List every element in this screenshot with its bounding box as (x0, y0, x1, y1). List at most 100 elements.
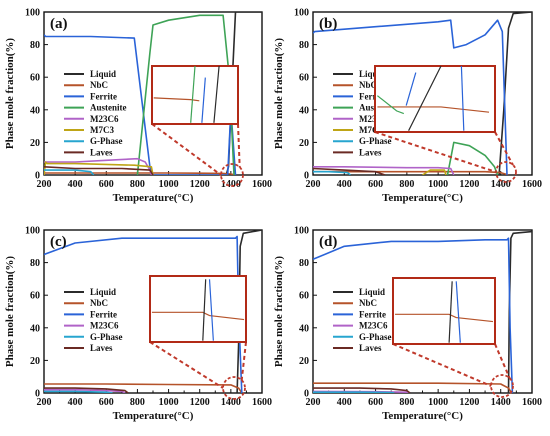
y-tick-label: 100 (25, 226, 40, 237)
legend-label: NbC (359, 298, 377, 308)
zoom-line-liquid (448, 281, 453, 343)
series-group (313, 230, 532, 393)
x-tick-label: 1600 (522, 179, 542, 190)
y-axis-title: Phase mole fraction(%) (4, 256, 16, 368)
x-tick-label: 1000 (428, 397, 448, 408)
legend-label: Liquid (359, 69, 385, 79)
x-tick-label: 800 (399, 179, 414, 190)
x-tick-label: 1400 (221, 179, 241, 190)
x-tick-label: 1000 (428, 179, 448, 190)
series-line-liquid (498, 12, 532, 175)
y-tick-label: 0 (35, 389, 40, 400)
y-tick-label: 40 (299, 105, 309, 116)
panel-label: (b) (319, 16, 337, 32)
legend-label: Liquid (90, 69, 116, 79)
zoom-connector (392, 343, 492, 387)
legend-label: G-Phase (359, 136, 392, 146)
y-tick-label: 80 (30, 40, 40, 51)
series-group (44, 230, 262, 393)
y-tick-label: 20 (299, 138, 309, 149)
x-tick-label: 200 (37, 179, 52, 190)
series-group (313, 12, 532, 175)
zoom-frame (151, 65, 239, 125)
legend-label: M7C3 (359, 125, 383, 135)
x-tick-label: 400 (337, 179, 352, 190)
legend-label: Ferrite (90, 309, 117, 319)
legend-label: G-Phase (90, 136, 123, 146)
y-axis-title: Phase mole fraction(%) (273, 38, 285, 150)
panel-label: (c) (50, 234, 67, 250)
y-tick-label: 40 (299, 323, 309, 334)
x-tick-label: 1000 (159, 179, 179, 190)
x-tick-label: 1400 (491, 179, 511, 190)
x-tick-label: 1600 (252, 397, 272, 408)
y-tick-label: 40 (30, 105, 40, 116)
legend-label: M23C6 (359, 114, 388, 124)
y-tick-label: 20 (30, 356, 40, 367)
x-tick-label: 800 (130, 397, 145, 408)
legend-label: NbC (359, 80, 377, 90)
zoom-line-ferrite (208, 279, 214, 341)
y-tick-label: 60 (30, 291, 40, 302)
zoom-frame (149, 275, 247, 343)
series-line-m7c3 (422, 169, 447, 175)
zoom-curves (395, 281, 494, 343)
zoom-connector (237, 123, 241, 168)
y-tick-label: 40 (30, 323, 40, 334)
zoom-connector (240, 341, 247, 381)
series-line-laves (313, 387, 411, 393)
y-tick-label: 60 (30, 73, 40, 84)
x-tick-label: 800 (130, 179, 145, 190)
y-tick-label: 80 (30, 258, 40, 269)
x-tick-label: 1200 (190, 179, 210, 190)
series-line-ferrite (313, 19, 508, 175)
x-tick-label: 1000 (159, 397, 179, 408)
zoom-connector (494, 131, 514, 166)
y-tick-label: 100 (294, 226, 309, 237)
chart-panel: 0 20 40 60 80 100 200 400 600 800 1000 1200 1400 1600… (4, 8, 272, 205)
zoom-frame (374, 65, 496, 133)
x-tick-label: 800 (399, 397, 414, 408)
x-axis-title: Temperature(°C) (382, 192, 463, 204)
zoom-line-nbc (153, 97, 200, 102)
zoom-frame (392, 277, 496, 345)
legend-label: Liquid (90, 287, 116, 297)
legend-label: M23C6 (90, 321, 119, 331)
zoom-line-austenite (190, 65, 196, 123)
x-tick-label: 600 (368, 397, 383, 408)
x-tick-label: 200 (306, 397, 321, 408)
x-tick-label: 1600 (252, 179, 272, 190)
zoom-curves (377, 65, 490, 131)
zoom-inset (151, 65, 244, 187)
zoom-circle (222, 376, 246, 400)
series-line-g-phase (313, 170, 351, 175)
y-tick-label: 0 (35, 171, 40, 182)
x-tick-label: 200 (37, 397, 52, 408)
y-tick-label: 20 (299, 356, 309, 367)
x-tick-label: 400 (337, 397, 352, 408)
legend-label: Laves (359, 343, 382, 353)
legend-label: Laves (90, 343, 113, 353)
y-tick-label: 0 (304, 389, 309, 400)
y-tick-label: 0 (304, 171, 309, 182)
legend-label: Ferrite (359, 309, 386, 319)
y-tick-label: 60 (299, 73, 309, 84)
zoom-connector (374, 131, 497, 173)
series-line-nbc (313, 382, 513, 393)
x-axis-title: Temperature(°C) (113, 192, 194, 204)
chart-panel: 0 20 40 60 80 100 200 400 600 800 1000 1200 1400 1600… (4, 226, 272, 423)
legend-label: Laves (359, 147, 382, 157)
series-line-laves (44, 166, 154, 175)
zoom-circle (220, 163, 244, 187)
x-tick-label: 600 (99, 397, 114, 408)
legend-label: Austenite (90, 103, 127, 113)
x-tick-label: 1200 (459, 397, 479, 408)
zoom-line-liquid (408, 65, 442, 131)
y-tick-label: 60 (299, 291, 309, 302)
zoom-connector (494, 343, 511, 379)
series-line-liquid (507, 230, 532, 393)
x-tick-label: 1400 (491, 397, 511, 408)
